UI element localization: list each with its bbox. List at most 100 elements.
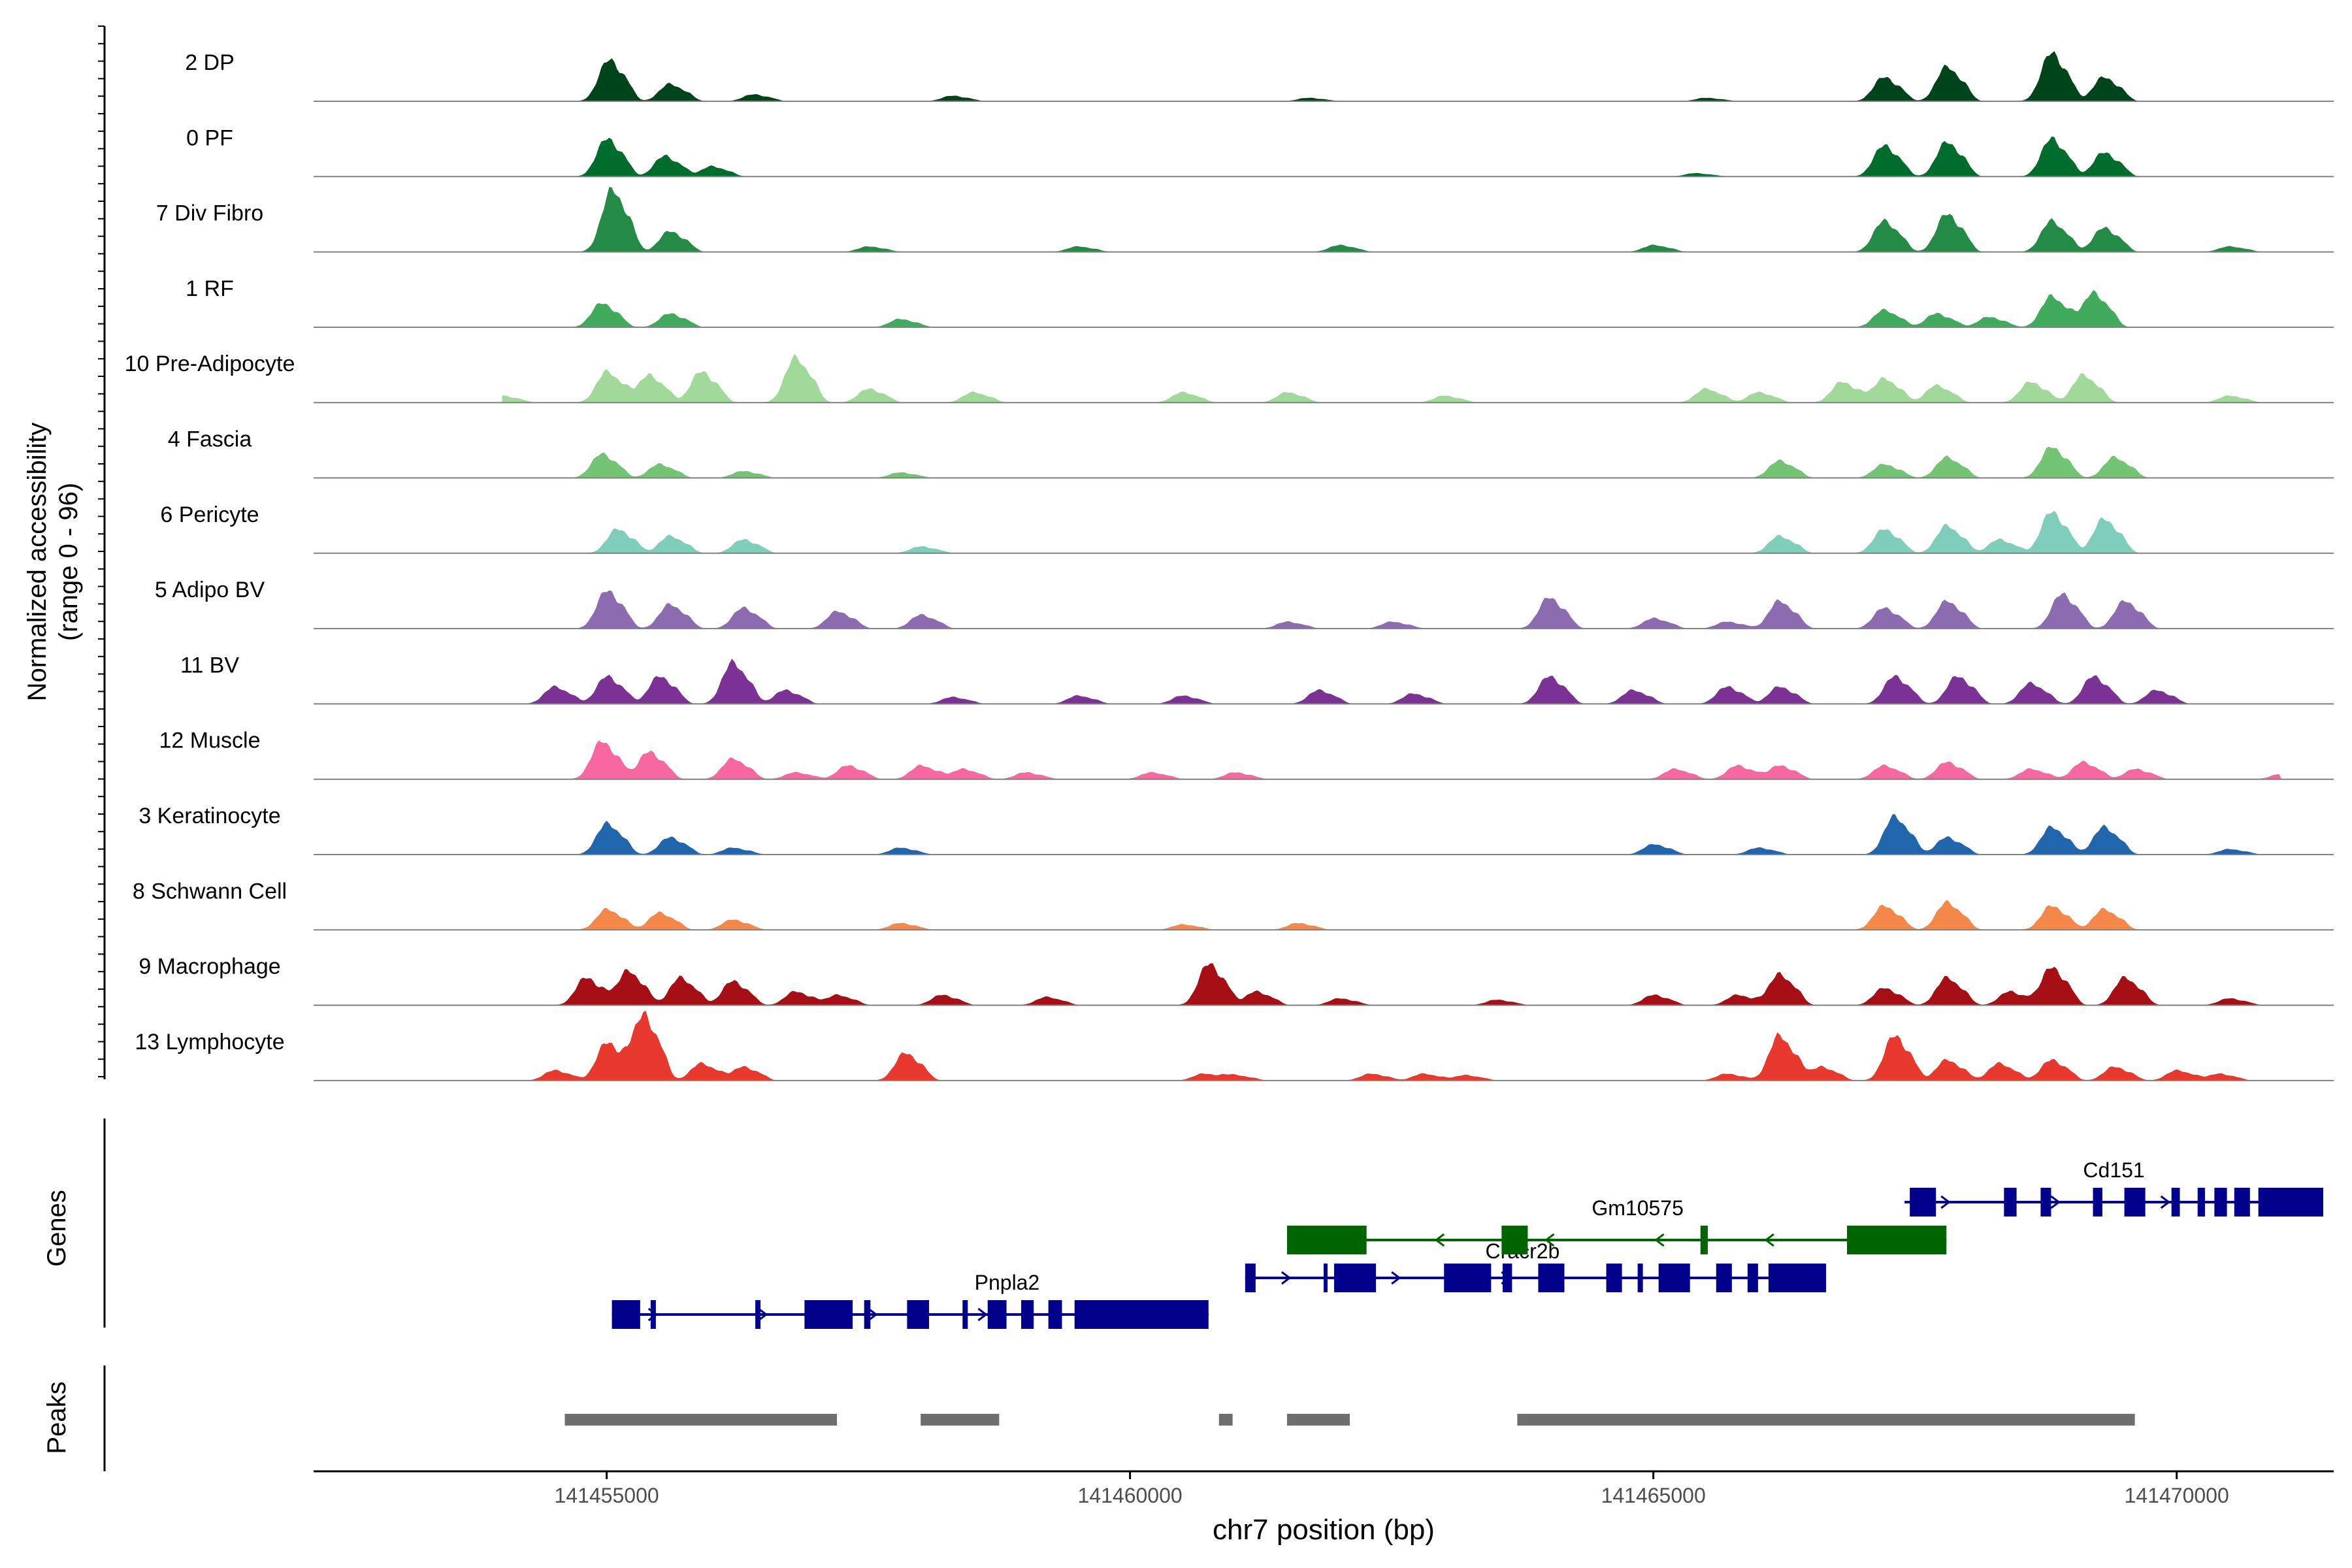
peaks-panel-label: Peaks — [42, 1381, 71, 1454]
gene-exon — [1910, 1188, 1936, 1217]
x-tick-label: 141465000 — [1601, 1484, 1706, 1507]
panel-labels: Normalized accessibility (range 0 - 96) … — [23, 423, 1435, 1546]
track-4-fascia: 4 Fascia — [168, 427, 2334, 479]
gene-exon — [1444, 1264, 1492, 1292]
gene-exon — [987, 1300, 1007, 1329]
track-11-bv: 11 BV — [180, 653, 2334, 705]
gene-exon — [1658, 1264, 1690, 1292]
track-10-pre-adipocyte: 10 Pre-Adipocyte — [125, 351, 2334, 404]
gene-exon — [804, 1300, 853, 1329]
gene-label: Cd151 — [2083, 1158, 2144, 1182]
coverage-signal — [502, 353, 2281, 403]
strand-arrow — [977, 1307, 988, 1322]
gene-exon — [1501, 1226, 1528, 1254]
gene-exon — [1847, 1226, 1947, 1254]
coverage-signal — [502, 590, 2281, 629]
gene-exon — [2040, 1188, 2051, 1217]
track-6-pericyte: 6 Pericyte — [160, 502, 2334, 554]
gene-exon — [1768, 1264, 1826, 1292]
peak-region — [921, 1414, 1000, 1426]
gene-exon — [755, 1300, 761, 1329]
peak-region — [564, 1414, 838, 1426]
track-label: 9 Macrophage — [139, 955, 280, 979]
coverage-signal — [502, 187, 2281, 252]
track-7-div-fibro: 7 Div Fibro — [156, 187, 2334, 253]
coverage-tracks: 2 DP 0 PF 7 Div Fibro 1 RF 10 Pre-Adipocyte 4… — [98, 25, 2334, 1081]
track-label: 5 Adipo BV — [155, 578, 265, 602]
gene-exon — [864, 1300, 871, 1329]
coverage-signal — [502, 1010, 2281, 1081]
track-label: 7 Div Fibro — [156, 201, 263, 226]
track-label: 13 Lymphocyte — [135, 1030, 284, 1054]
x-tick-label: 141455000 — [554, 1484, 659, 1507]
track-13-lymphocyte: 13 Lymphocyte — [135, 1010, 2334, 1081]
track-label: 1 RF — [186, 276, 234, 301]
strand-arrow — [1544, 1233, 1555, 1247]
coverage-signal — [502, 900, 2281, 930]
coverage-signal — [502, 446, 2281, 478]
x-axis-label: chr7 position (bp) — [1213, 1514, 1435, 1546]
track-label: 8 Schwann Cell — [133, 879, 287, 904]
strand-arrow — [1281, 1271, 1292, 1285]
coverage-signal — [502, 659, 2281, 704]
gene-label: Gm10575 — [1592, 1196, 1684, 1220]
coverage-signal — [502, 963, 2281, 1005]
gene-exon — [962, 1300, 968, 1329]
genes-panel-label: Genes — [42, 1190, 71, 1267]
track-label: 0 PF — [186, 125, 233, 150]
gene-label: Pnpla2 — [975, 1271, 1040, 1294]
track-8-schwann-cell: 8 Schwann Cell — [133, 879, 2334, 931]
track-label: 6 Pericyte — [160, 502, 259, 527]
track-label: 10 Pre-Adipocyte — [125, 351, 295, 376]
track-9-macrophage: 9 Macrophage — [139, 955, 2334, 1006]
gene-exon — [2197, 1188, 2205, 1217]
coverage-ylabel-line2: (range 0 - 96) — [54, 483, 83, 641]
coverage-signal — [502, 510, 2281, 553]
track-5-adipo-bv: 5 Adipo BV — [155, 578, 2334, 630]
track-label: 12 Muscle — [159, 728, 261, 753]
gene-cracr2b: Cracr2b — [1245, 1239, 1826, 1292]
gene-exon — [907, 1300, 930, 1329]
genes-track: Pnpla2 Cracr2b Gm10575 Cd151 — [103, 1119, 2323, 1329]
gene-exon — [1021, 1300, 1034, 1329]
strand-arrow — [2160, 1195, 2171, 1209]
strand-arrow — [757, 1307, 768, 1322]
gene-exon — [1637, 1264, 1643, 1292]
gene-exon — [1074, 1300, 1209, 1329]
gene-pnpla2: Pnpla2 — [612, 1271, 1209, 1329]
track-label: 4 Fascia — [168, 427, 252, 452]
strand-arrow — [1764, 1233, 1774, 1247]
strand-arrow — [1391, 1271, 1401, 1285]
gene-exon — [2093, 1188, 2102, 1217]
track-2-dp: 2 DP — [185, 50, 2334, 102]
gene-exon — [1502, 1264, 1512, 1292]
track-label: 11 BV — [180, 653, 239, 678]
peaks-track — [103, 1365, 2135, 1471]
gene-exon — [1324, 1264, 1328, 1292]
peak-region — [1517, 1414, 2135, 1426]
coverage-signal — [502, 51, 2281, 101]
coverage-signal — [502, 740, 2281, 779]
coverage-signal — [502, 136, 2281, 177]
track-3-keratinocyte: 3 Keratinocyte — [139, 804, 2334, 855]
x-tick-label: 141460000 — [1078, 1484, 1183, 1507]
track-label: 2 DP — [185, 50, 235, 75]
gene-exon — [1747, 1264, 1758, 1292]
strand-arrow — [868, 1307, 878, 1322]
gene-exon — [1538, 1264, 1565, 1292]
gene-exon — [1716, 1264, 1732, 1292]
gene-exon — [2124, 1188, 2146, 1217]
track-0-pf: 0 PF — [186, 125, 2334, 178]
strand-arrow — [1654, 1233, 1665, 1247]
x-axis: 141455000 141460000 141465000 141470000 — [314, 1470, 2334, 1507]
gene-gm10575: Gm10575 — [1286, 1196, 1947, 1254]
gene-cd151: Cd151 — [1904, 1158, 2323, 1217]
peak-region — [1218, 1414, 1233, 1426]
strand-arrow — [2050, 1195, 2061, 1209]
gene-exon — [2234, 1188, 2250, 1217]
gene-exon — [2004, 1188, 2017, 1217]
coverage-ylabel-line1: Normalized accessibility — [23, 423, 52, 702]
coverage-signal — [502, 289, 2281, 327]
track-1-rf: 1 RF — [186, 276, 2334, 328]
